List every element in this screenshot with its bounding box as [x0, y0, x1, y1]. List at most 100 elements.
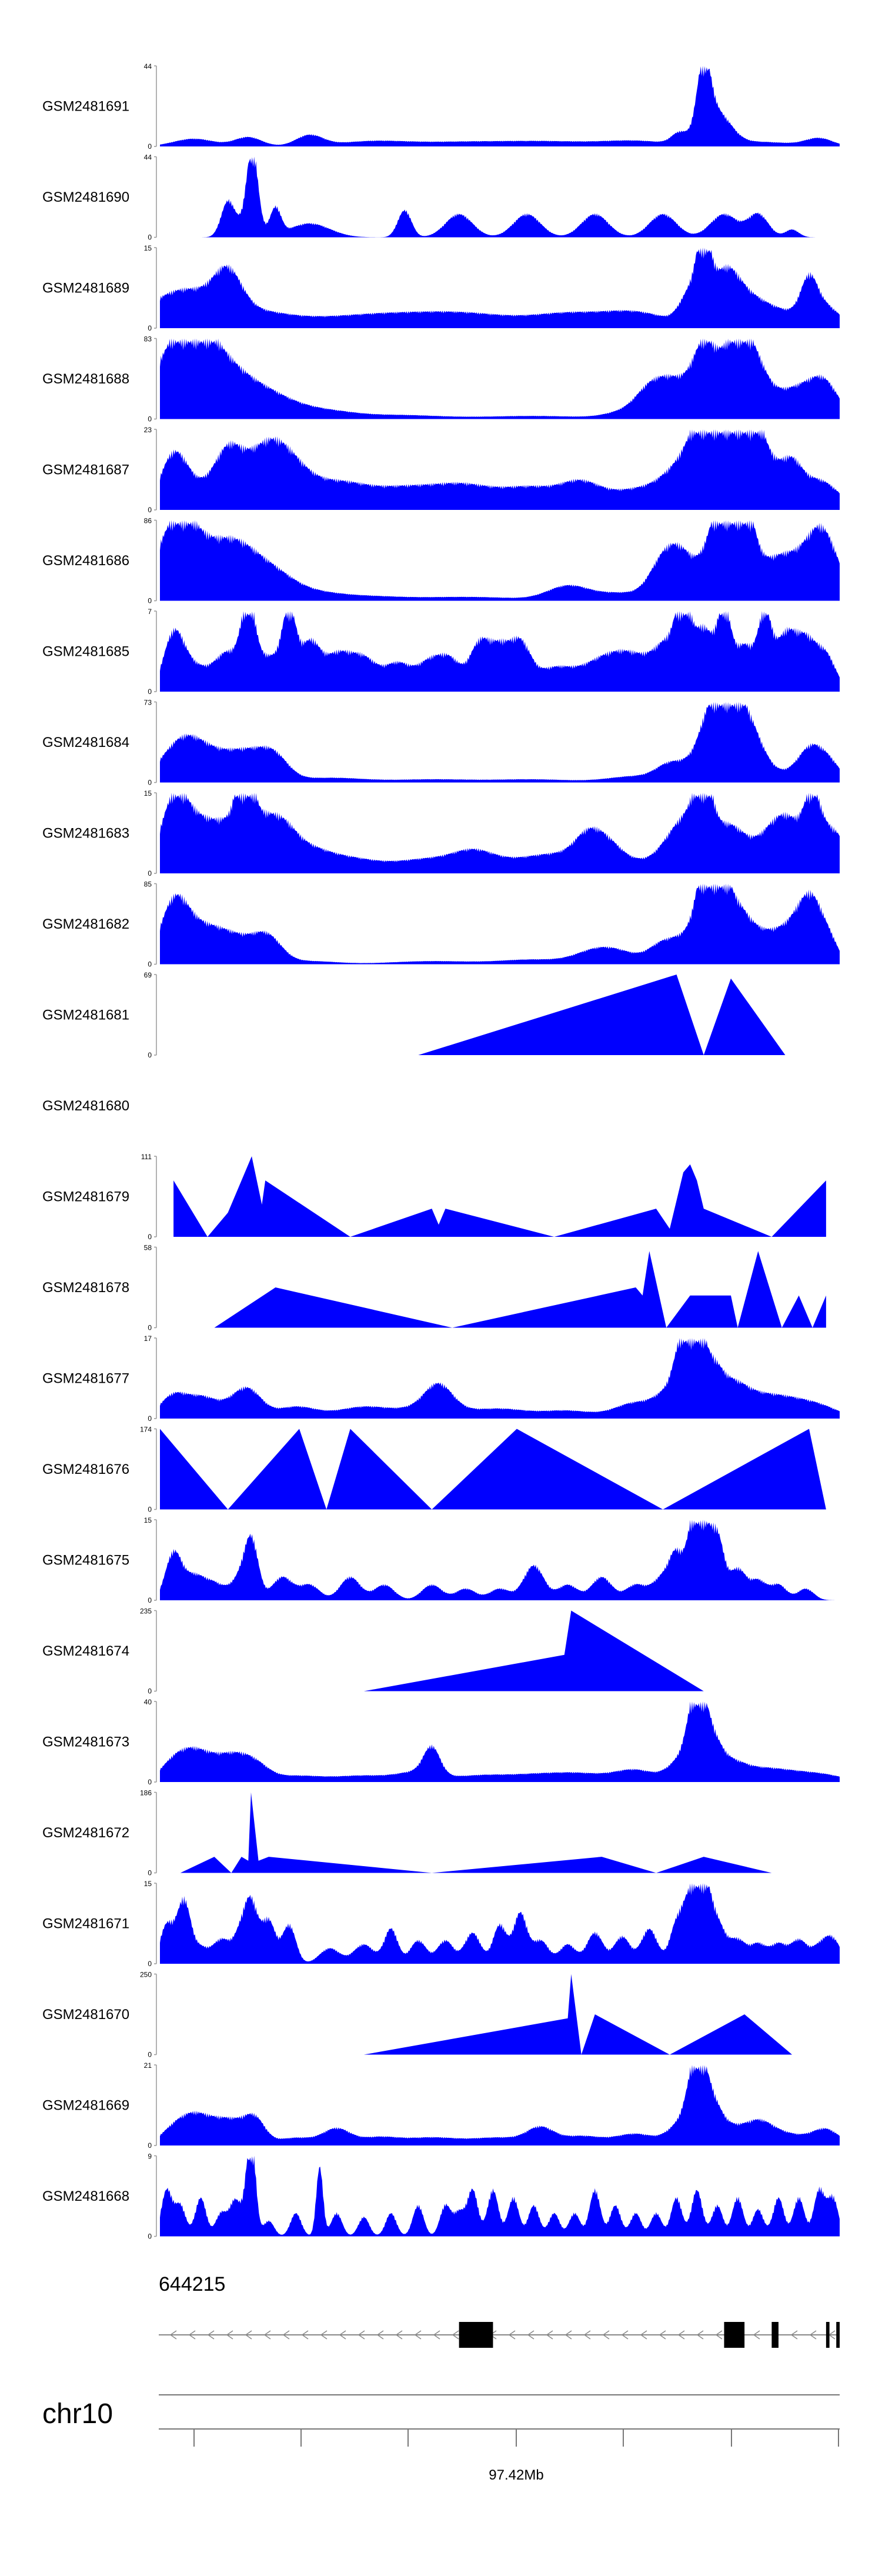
strand-arrow	[169, 2330, 177, 2340]
y-max-label: 73	[144, 699, 152, 707]
y-max-label: 86	[144, 517, 152, 525]
y-max-label: 15	[144, 1516, 152, 1524]
exon-block	[771, 2322, 779, 2348]
track-GSM2481671: GSM2481671 15 0	[42, 1880, 840, 1968]
y-min-label: 0	[148, 415, 152, 423]
coverage-area	[418, 975, 786, 1055]
y-max-label: 44	[144, 62, 152, 71]
coverage-area	[160, 66, 840, 146]
track-GSM2481670: GSM2481670 250 0	[42, 1971, 793, 2059]
track-GSM2481679: GSM2481679 111 0	[42, 1153, 826, 1241]
coverage-area	[160, 520, 840, 601]
coverage-area	[160, 883, 840, 965]
y-min-label: 0	[148, 324, 152, 332]
track-GSM2481690: GSM2481690 44 0	[42, 154, 840, 242]
coverage-area	[160, 702, 840, 783]
track-GSM2481687: GSM2481687 23 0	[42, 426, 840, 514]
strand-arrow	[640, 2330, 647, 2340]
axis-position-label: 97.42Mb	[489, 2467, 543, 2483]
track-GSM2481672: GSM2481672 186 0	[42, 1789, 772, 1877]
y-max-label: 9	[148, 2153, 152, 2161]
track-label: GSM2481682	[42, 916, 129, 932]
track-GSM2481669: GSM2481669 21 0	[42, 2061, 840, 2150]
track-label: GSM2481685	[42, 644, 129, 660]
strand-arrow	[753, 2330, 760, 2340]
track-label: GSM2481677	[42, 1371, 129, 1387]
exon-block	[724, 2322, 745, 2348]
exon-block	[459, 2322, 493, 2348]
y-max-label: 235	[140, 1607, 152, 1616]
strand-arrow	[414, 2330, 422, 2340]
track-label: GSM2481684	[42, 735, 129, 750]
strand-arrow	[659, 2330, 666, 2340]
strand-arrow	[245, 2330, 252, 2340]
strand-arrow	[282, 2330, 290, 2340]
track-label: GSM2481691	[42, 99, 129, 115]
ideogram-axis: chr10 97.42Mb	[42, 2394, 840, 2483]
y-max-label: 15	[144, 244, 152, 252]
y-min-label: 0	[148, 233, 152, 242]
coverage-area	[160, 429, 840, 510]
track-label: GSM2481681	[42, 1007, 129, 1023]
y-min-label: 0	[148, 1506, 152, 1514]
coverage-area	[180, 1792, 772, 1873]
y-min-label: 0	[148, 779, 152, 787]
coverage-area	[363, 1610, 704, 1691]
track-label: GSM2481679	[42, 1189, 129, 1205]
track-GSM2481681: GSM2481681 69 0	[42, 971, 786, 1059]
y-min-label: 0	[148, 1324, 152, 1332]
y-max-label: 111	[141, 1153, 152, 1161]
coverage-area	[160, 1883, 840, 1964]
coverage-tracks: GSM2481691440GSM2481690440GSM2481689150G…	[42, 62, 840, 2241]
track-label: GSM2481673	[42, 1734, 129, 1750]
track-label: GSM2481669	[42, 2098, 129, 2114]
track-label: GSM2481668	[42, 2188, 129, 2204]
strand-arrow	[433, 2330, 440, 2340]
y-min-label: 0	[148, 960, 152, 969]
y-min-label: 0	[148, 1414, 152, 1423]
strand-arrow	[320, 2330, 328, 2340]
y-max-label: 44	[144, 154, 152, 162]
strand-arrow	[564, 2330, 572, 2340]
track-label: GSM2481671	[42, 1916, 129, 1932]
track-label: GSM2481675	[42, 1553, 129, 1569]
gene-exons	[459, 2322, 840, 2348]
track-GSM2481688: GSM2481688 83 0	[42, 335, 840, 423]
strand-arrow	[188, 2330, 196, 2340]
track-label: GSM2481689	[42, 281, 129, 296]
strand-arrow	[602, 2330, 610, 2340]
y-max-label: 58	[144, 1244, 152, 1252]
track-GSM2481686: GSM2481686 86 0	[42, 517, 840, 605]
track-label: GSM2481683	[42, 826, 129, 842]
track-GSM2481689: GSM2481689 15 0	[42, 244, 840, 332]
track-GSM2481678: GSM2481678 58 0	[42, 1244, 826, 1332]
y-max-label: 83	[144, 335, 152, 343]
axis-ticks	[193, 2429, 839, 2447]
strand-arrow	[358, 2330, 365, 2340]
track-label: GSM2481686	[42, 553, 129, 569]
y-max-label: 174	[140, 1426, 152, 1434]
coverage-area	[214, 1251, 826, 1328]
y-max-label: 7	[148, 608, 152, 616]
y-min-label: 0	[148, 1687, 152, 1696]
track-GSM2481668: GSM2481668 9 0	[42, 2153, 840, 2241]
y-max-label: 40	[144, 1698, 152, 1706]
gene-track: 644215	[159, 2273, 840, 2348]
strand-arrow	[677, 2330, 685, 2340]
track-label: GSM2481670	[42, 2007, 129, 2023]
exon-block	[836, 2322, 840, 2348]
coverage-area	[173, 1156, 826, 1237]
track-GSM2481682: GSM2481682 85 0	[42, 880, 840, 969]
coverage-area	[160, 1701, 840, 1782]
track-label: GSM2481676	[42, 1461, 129, 1477]
coverage-area	[160, 793, 840, 873]
y-min-label: 0	[148, 688, 152, 696]
y-min-label: 0	[148, 869, 152, 877]
coverage-area	[160, 611, 840, 692]
track-label: GSM2481688	[42, 371, 129, 387]
y-min-label: 0	[148, 1233, 152, 1241]
y-min-label: 0	[148, 1869, 152, 1877]
y-min-label: 0	[148, 142, 152, 151]
coverage-area	[160, 1429, 826, 1510]
